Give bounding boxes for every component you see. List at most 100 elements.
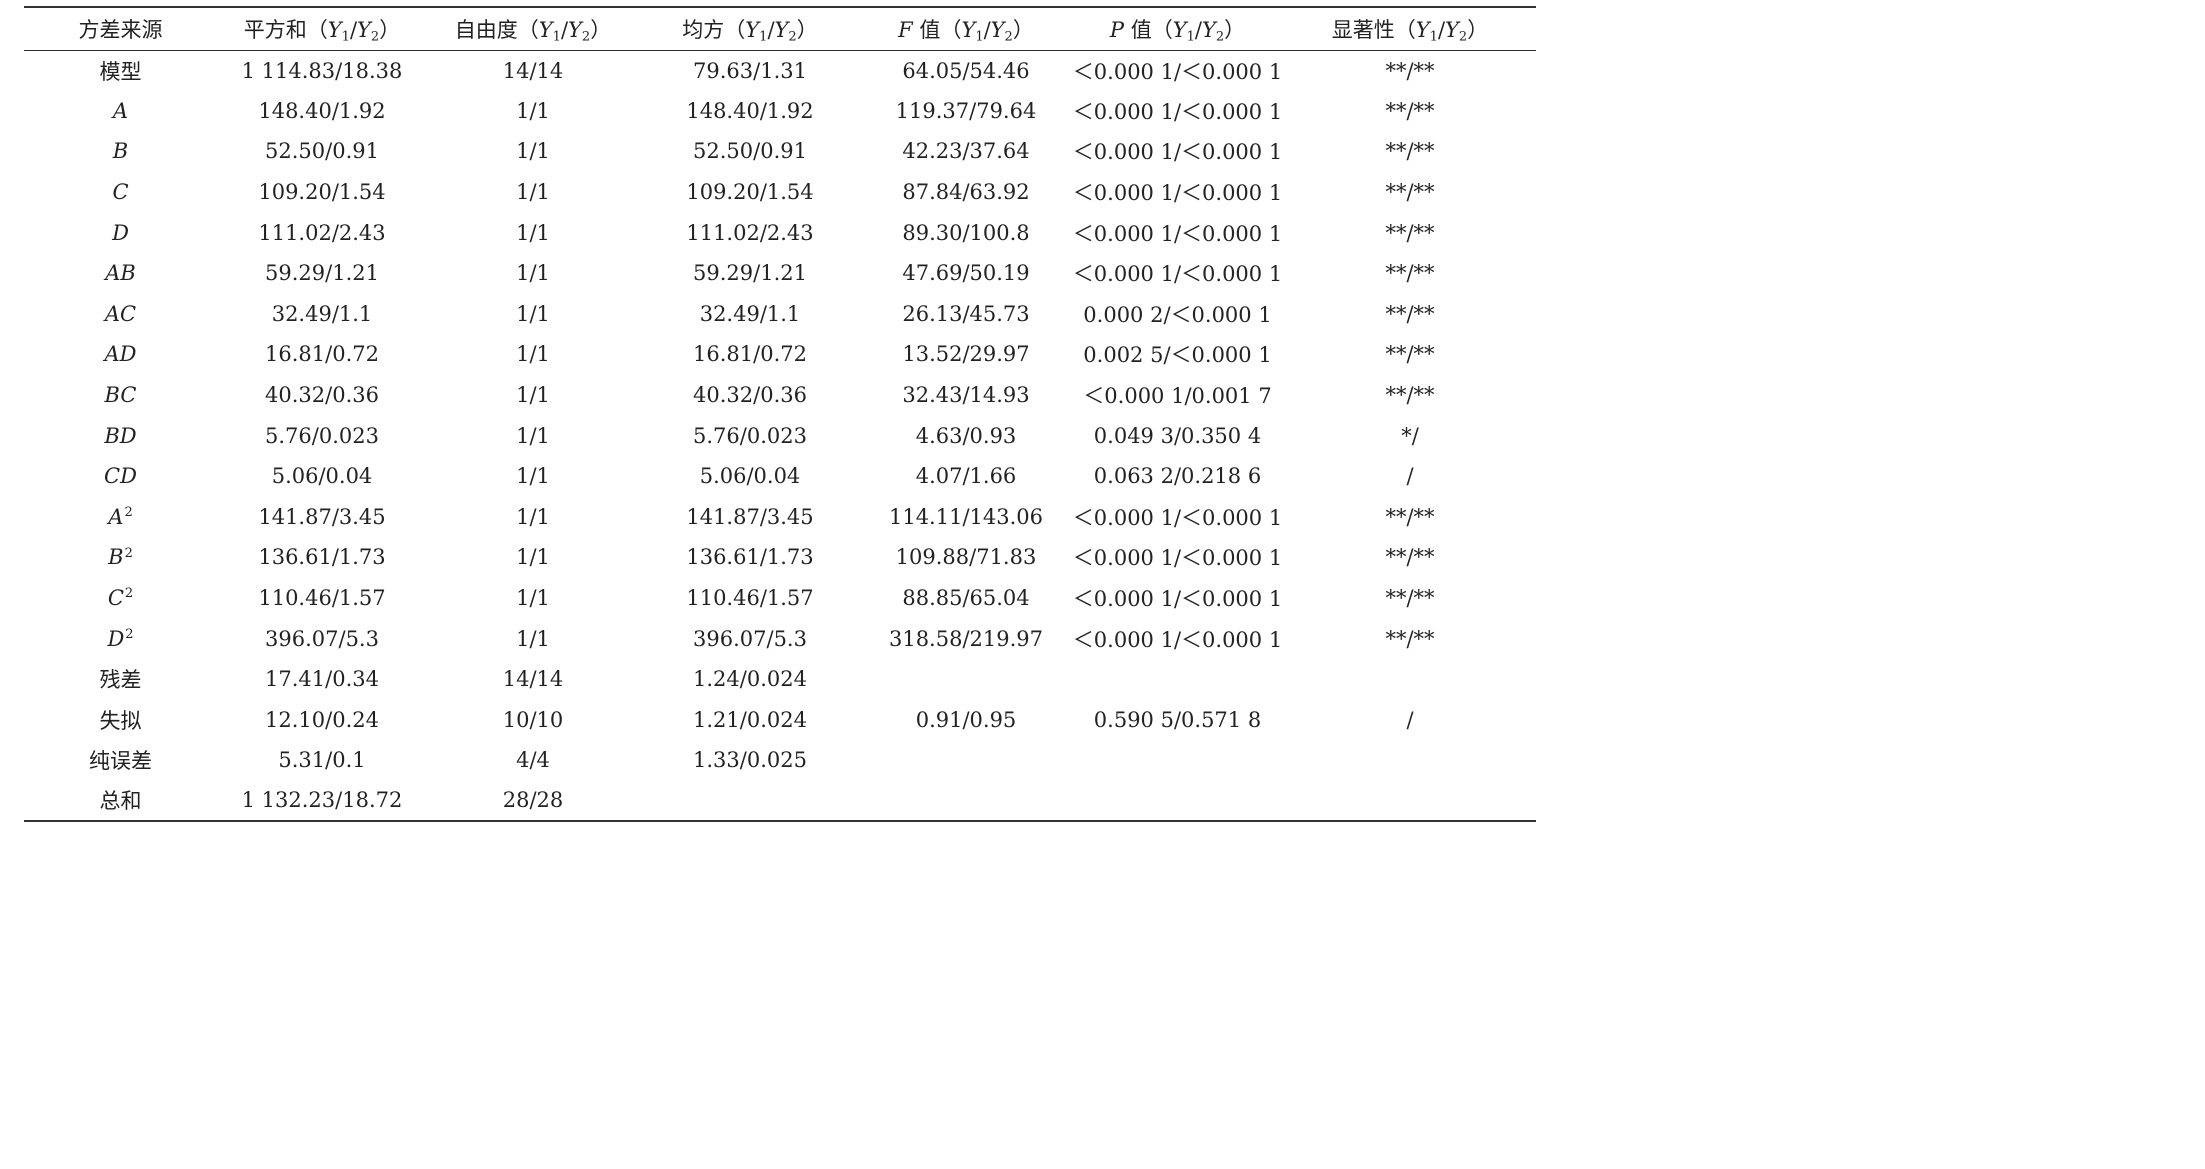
header-symbol: P — [1109, 17, 1125, 42]
cell-sum-of-squares: 32.49/1.1 — [271, 301, 373, 326]
unit-sub1: 1 — [1429, 28, 1438, 44]
unit-y2: Y — [990, 17, 1005, 42]
source-label: D — [112, 220, 129, 245]
unit-open: （ — [724, 17, 746, 42]
cell-sum-of-squares: 148.40/1.92 — [258, 98, 386, 123]
cell-significance: **/** — [1385, 545, 1435, 570]
cell-degrees-of-freedom: 1/1 — [516, 301, 550, 326]
unit-close: ） — [590, 17, 612, 42]
cell-degrees-of-freedom: 1/1 — [516, 261, 550, 286]
cell-mean-square: 1.21/0.024 — [693, 707, 807, 732]
cell-degrees-of-freedom: 28/28 — [427, 780, 639, 823]
cell-p-value: ＜0.000 1/＜0.000 1 — [1072, 262, 1283, 287]
unit-sub1: 1 — [341, 28, 350, 44]
unit-slash: / — [1194, 17, 1202, 42]
cell-source: AC — [24, 294, 217, 335]
table-row: 失拟 12.10/0.24 10/10 1.21/0.024 0.91/0.95 0.59… — [24, 700, 1536, 741]
source-label: BC — [104, 383, 137, 408]
cell-f-value: 88.85/65.04 — [902, 586, 1030, 611]
cell-significance: **/** — [1385, 383, 1435, 408]
unit-open: （ — [1394, 17, 1416, 42]
unit-sub1: 1 — [975, 28, 984, 44]
unit-close: ） — [1224, 17, 1246, 42]
source-label: B — [108, 545, 124, 570]
cell-mean-square: 110.46/1.57 — [686, 586, 814, 611]
cell-significance — [1284, 659, 1536, 700]
unit-sub2: 2 — [370, 28, 380, 44]
cell-mean-square: 5.06/0.04 — [699, 464, 801, 489]
unit-slash: / — [560, 17, 569, 42]
header-unit: （Y1/Y2） — [724, 17, 818, 44]
cell-sum-of-squares: 136.61/1.73 — [258, 545, 386, 570]
unit-slash: / — [767, 17, 775, 42]
header-mean-square: 均方（Y1/Y2） — [639, 6, 861, 51]
cell-degrees-of-freedom: 1/1 — [516, 98, 550, 123]
table-row: BD 5.76/0.023 1/1 5.76/0.023 4.63/0.93 0.049 … — [24, 415, 1536, 456]
cell-mean-square: 79.63/1.31 — [693, 58, 807, 83]
table-row: C 109.20/1.54 1/1 109.20/1.54 87.84/63.92 ＜0.… — [24, 172, 1536, 213]
unit-sub2: 2 — [1215, 28, 1225, 44]
cell-f-value: 87.84/63.92 — [902, 180, 1030, 205]
cell-sum-of-squares: 5.76/0.023 — [265, 423, 379, 448]
cell-mean-square: 59.29/1.21 — [693, 261, 807, 286]
cell-f-value: 13.52/29.97 — [902, 342, 1030, 367]
cell-p-value: ＜0.000 1/＜0.000 1 — [1072, 627, 1283, 652]
cell-mean-square: 32.49/1.1 — [699, 301, 801, 326]
cell-sum-of-squares: 16.81/0.72 — [265, 342, 379, 367]
cell-sum-of-squares: 5.06/0.04 — [271, 464, 373, 489]
table-row: AC 32.49/1.1 1/1 32.49/1.1 26.13/45.73 0.000 … — [24, 294, 1536, 335]
cell-p-value — [1071, 780, 1284, 823]
unit-slash: / — [349, 17, 358, 42]
cell-degrees-of-freedom: 1/1 — [516, 220, 550, 245]
source-label: C — [112, 180, 129, 205]
source-label: C — [107, 586, 124, 611]
header-label: 方差来源 — [78, 17, 163, 42]
cell-p-value: ＜0.000 1/＜0.000 1 — [1072, 587, 1283, 612]
cell-source: 模型 — [24, 50, 217, 91]
cell-sum-of-squares: 110.46/1.57 — [258, 586, 386, 611]
cell-significance: **/** — [1385, 626, 1435, 651]
table-row: A2 141.87/3.45 1/1 141.87/3.45 114.11/143.06… — [24, 497, 1536, 538]
cell-mean-square — [639, 780, 861, 823]
cell-degrees-of-freedom: 1/1 — [516, 545, 550, 570]
cell-f-value: 32.43/14.93 — [902, 383, 1030, 408]
cell-significance: **/** — [1385, 139, 1435, 164]
table-row: B 52.50/0.91 1/1 52.50/0.91 42.23/37.64 ＜0.00… — [24, 131, 1536, 172]
source-exponent: 2 — [124, 545, 133, 561]
cell-p-value: ＜0.000 1/0.001 7 — [1083, 384, 1272, 409]
source-label: BD — [104, 423, 137, 448]
cell-mean-square: 396.07/5.3 — [693, 626, 807, 651]
header-unit: （Y1/Y2） — [940, 17, 1033, 44]
source-label: 纯误差 — [89, 749, 152, 774]
cell-degrees-of-freedom: 1/1 — [516, 383, 550, 408]
cell-p-value: 0.063 2/0.218 6 — [1093, 464, 1262, 489]
unit-open: （ — [306, 17, 328, 42]
cell-p-value: ＜0.000 1/＜0.000 1 — [1072, 181, 1283, 206]
unit-y1: Y — [538, 17, 553, 42]
header-unit: （Y1/Y2） — [306, 17, 401, 44]
cell-f-value: 64.05/54.46 — [902, 58, 1030, 83]
cell-degrees-of-freedom: 1/1 — [516, 180, 550, 205]
cell-source: BC — [24, 375, 217, 416]
cell-sum-of-squares: 12.10/0.24 — [265, 707, 379, 732]
cell-f-value: 4.07/1.66 — [915, 464, 1017, 489]
header-significance: 显著性（Y1/Y2） — [1284, 6, 1536, 51]
unit-sub1: 1 — [759, 28, 768, 44]
unit-sub2: 2 — [1004, 28, 1013, 44]
cell-significance: **/** — [1385, 261, 1435, 286]
cell-significance: **/** — [1385, 98, 1435, 123]
header-row: 方差来源 平方和（Y1/Y2） 自由度（Y1/Y2） 均方（Y1/Y2） F 值（Y1/… — [24, 6, 1536, 51]
anova-table: 方差来源 平方和（Y1/Y2） 自由度（Y1/Y2） 均方（Y1/Y2） F 值（Y1/… — [24, 6, 1536, 823]
cell-p-value: 0.002 5/＜0.000 1 — [1083, 343, 1272, 368]
header-p-value: P 值（Y1/Y2） — [1071, 6, 1284, 51]
cell-sum-of-squares: 59.29/1.21 — [265, 261, 379, 286]
cell-degrees-of-freedom: 1/1 — [516, 423, 550, 448]
header-label: 均方 — [682, 17, 725, 42]
unit-y2: Y — [774, 17, 789, 42]
cell-f-value: 318.58/219.97 — [888, 626, 1044, 651]
cell-sum-of-squares: 1 132.23/18.72 — [217, 780, 427, 823]
unit-close: ） — [379, 17, 401, 42]
unit-close: ） — [796, 17, 818, 42]
unit-open: （ — [940, 17, 962, 42]
header-sum-of-squares: 平方和（Y1/Y2） — [217, 6, 427, 51]
